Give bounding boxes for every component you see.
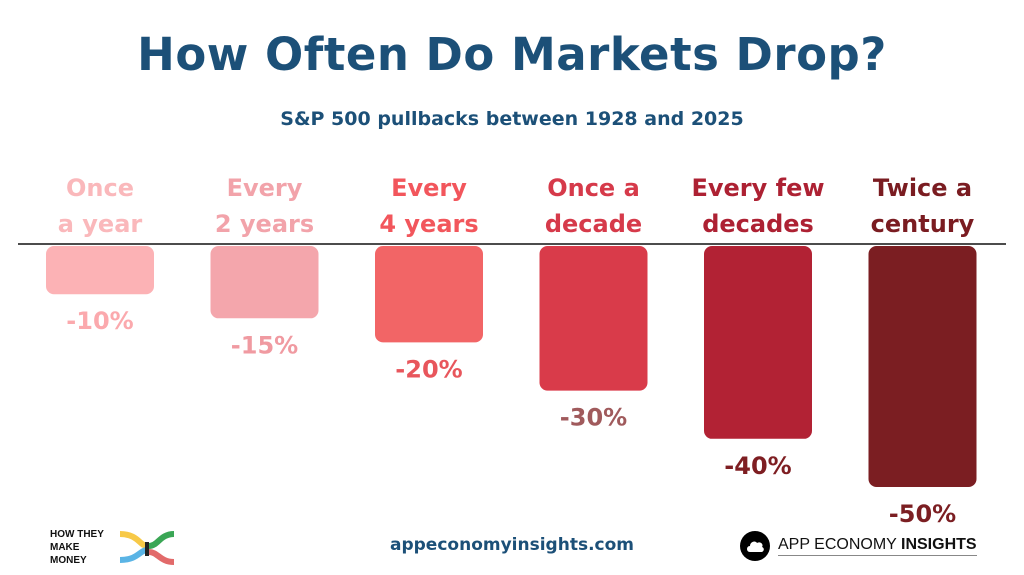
category-label-2-line-1: Every: [227, 174, 303, 202]
category-label-5-line-2: decades: [702, 210, 814, 238]
category-label-6-line-2: century: [871, 210, 975, 238]
sankey-logo-icon: [119, 530, 175, 565]
page-title: How Often Do Markets Drop?: [137, 28, 887, 81]
value-label-6: -50%: [889, 500, 956, 528]
brand-name-bold: INSIGHTS: [901, 536, 977, 553]
app-economy-insights-logo: APP ECONOMY INSIGHTS: [740, 531, 977, 561]
bar-5: [704, 246, 812, 439]
value-label-1: -10%: [66, 307, 133, 335]
brand-line-2: MAKE MONEY: [50, 542, 87, 566]
bar-6: [868, 246, 977, 487]
cloud-icon: [740, 531, 770, 561]
chart-subtitle: S&P 500 pullbacks between 1928 and 2025: [280, 108, 744, 130]
value-label-2: -15%: [231, 331, 298, 359]
value-label-5: -40%: [724, 452, 791, 480]
category-label-1-line-1: Once: [66, 174, 134, 202]
category-label-3-line-1: Every: [391, 174, 467, 202]
category-label-6-line-1: Twice a: [873, 174, 972, 202]
bar-1: [46, 246, 154, 295]
category-label-2-line-2: 2 years: [215, 210, 314, 238]
brand-line-1: HOW THEY: [50, 529, 104, 540]
category-label-5-line-1: Every few: [691, 174, 824, 202]
bar-3: [375, 246, 483, 343]
value-label-4: -30%: [560, 404, 627, 432]
value-label-3: -20%: [395, 355, 462, 383]
category-label-1-line-2: a year: [58, 210, 143, 238]
bar-4: [539, 246, 648, 391]
bar-2: [210, 246, 319, 319]
brand-name-regular: APP ECONOMY: [778, 536, 901, 553]
how-they-make-money-logo: HOW THEY MAKE MONEY: [50, 528, 176, 567]
category-label-4-line-2: decade: [545, 210, 642, 238]
category-label-4-line-1: Once a: [547, 174, 640, 202]
website-link[interactable]: appeconomyinsights.com: [390, 535, 634, 555]
category-label-3-line-2: 4 years: [379, 210, 478, 238]
